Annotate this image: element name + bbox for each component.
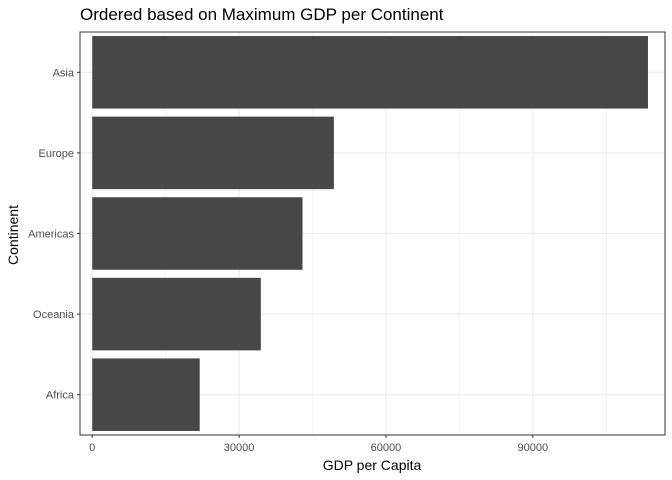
y-tick-label: Africa [46,390,75,402]
y-tick-label: Americas [28,229,74,241]
x-tick-label: 0 [89,442,95,454]
bar-africa [92,358,200,431]
bar-americas [92,197,303,270]
bar-oceania [92,277,261,351]
bar-asia [92,36,648,109]
bar-europe [92,116,334,190]
x-tick-label: 90000 [518,442,549,454]
x-axis-title: GDP per Capita [323,457,422,473]
chart-title: Ordered based on Maximum GDP per Contine… [80,5,444,24]
panel-border [79,31,666,436]
y-tick-label: Europe [39,148,74,160]
y-axis: Asia Europe Americas Oceania Africa [28,67,80,402]
bars [92,36,648,431]
y-tick-label: Oceania [33,309,75,321]
x-axis: 0 30000 60000 90000 [89,435,548,454]
x-tick-label: 30000 [224,442,255,454]
y-axis-title: Continent [5,205,21,265]
x-tick-label: 60000 [371,442,402,454]
y-tick-label: Asia [53,67,75,79]
